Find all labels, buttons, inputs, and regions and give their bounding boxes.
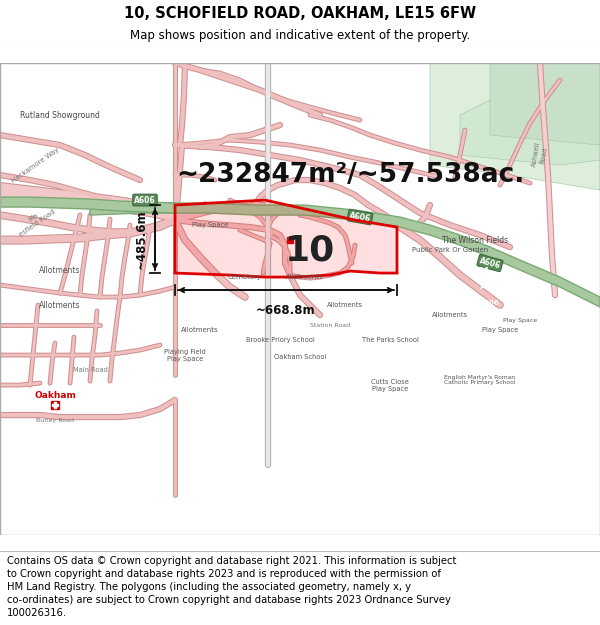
Text: Public Park Or Garden: Public Park Or Garden (412, 247, 488, 253)
Polygon shape (490, 63, 600, 145)
Text: Cemetery: Cemetery (228, 274, 262, 280)
Polygon shape (430, 63, 600, 190)
Text: Allotments: Allotments (286, 274, 324, 280)
Text: A606: A606 (349, 211, 371, 223)
Text: to Crown copyright and database rights 2023 and is reproduced with the permissio: to Crown copyright and database rights 2… (7, 569, 441, 579)
Text: A606: A606 (134, 196, 156, 204)
Text: Allotments: Allotments (181, 327, 219, 333)
Polygon shape (175, 200, 397, 277)
Text: Ashwell
Road: Ashwell Road (532, 141, 548, 169)
Text: A606: A606 (480, 300, 500, 306)
Text: Rutland Showground: Rutland Showground (20, 111, 100, 119)
Text: A606: A606 (470, 267, 490, 273)
Text: Playing Field
Play Space: Playing Field Play Space (164, 349, 206, 361)
Text: Allotments: Allotments (39, 301, 81, 309)
Text: Ma
esfield Road: Ma esfield Road (14, 202, 56, 238)
Text: Play Space: Play Space (192, 222, 228, 228)
Polygon shape (0, 197, 175, 213)
Text: The Wilson Fields: The Wilson Fields (442, 236, 508, 244)
Polygon shape (90, 203, 600, 307)
Text: Play Space: Play Space (482, 327, 518, 333)
Text: English Martyr's Roman
Catholic Primary School: English Martyr's Roman Catholic Primary … (444, 374, 516, 386)
Text: Allotments: Allotments (39, 266, 81, 274)
Text: Map shows position and indicative extent of the property.: Map shows position and indicative extent… (130, 29, 470, 42)
Text: 10, SCHOFIELD ROAD, OAKHAM, LE15 6FW: 10, SCHOFIELD ROAD, OAKHAM, LE15 6FW (124, 6, 476, 21)
Text: Oakham: Oakham (34, 391, 76, 399)
Text: co-ordinates) are subject to Crown copyright and database rights 2023 Ordnance S: co-ordinates) are subject to Crown copyr… (7, 595, 451, 605)
Text: ~668.8m: ~668.8m (256, 304, 316, 317)
Text: ~485.6m: ~485.6m (135, 209, 148, 269)
Text: 100026316.: 100026316. (7, 608, 67, 618)
Text: Contains OS data © Crown copyright and database right 2021. This information is : Contains OS data © Crown copyright and d… (7, 556, 457, 566)
Text: 10: 10 (285, 233, 335, 267)
Text: Burley Road: Burley Road (36, 418, 74, 422)
Text: A606: A606 (478, 256, 502, 270)
Text: Oakham School: Oakham School (274, 354, 326, 360)
Text: HM Land Registry. The polygons (including the associated geometry, namely x, y: HM Land Registry. The polygons (includin… (7, 582, 411, 592)
Text: ~232847m²/~57.538ac.: ~232847m²/~57.538ac. (176, 162, 524, 188)
Text: Main Road: Main Road (73, 367, 107, 373)
Polygon shape (460, 95, 600, 165)
Text: Allotments: Allotments (432, 312, 468, 318)
Text: Cutts Close
Play Space: Cutts Close Play Space (371, 379, 409, 391)
Text: A606: A606 (480, 284, 500, 290)
Text: The Parks School: The Parks School (362, 337, 418, 343)
Text: Brooke Priory School: Brooke Priory School (245, 337, 314, 343)
Text: Play Space: Play Space (503, 318, 537, 322)
Text: Station Road: Station Road (310, 322, 350, 328)
Text: Allotments: Allotments (327, 302, 363, 308)
Text: Hackamore Way: Hackamore Way (10, 146, 60, 184)
